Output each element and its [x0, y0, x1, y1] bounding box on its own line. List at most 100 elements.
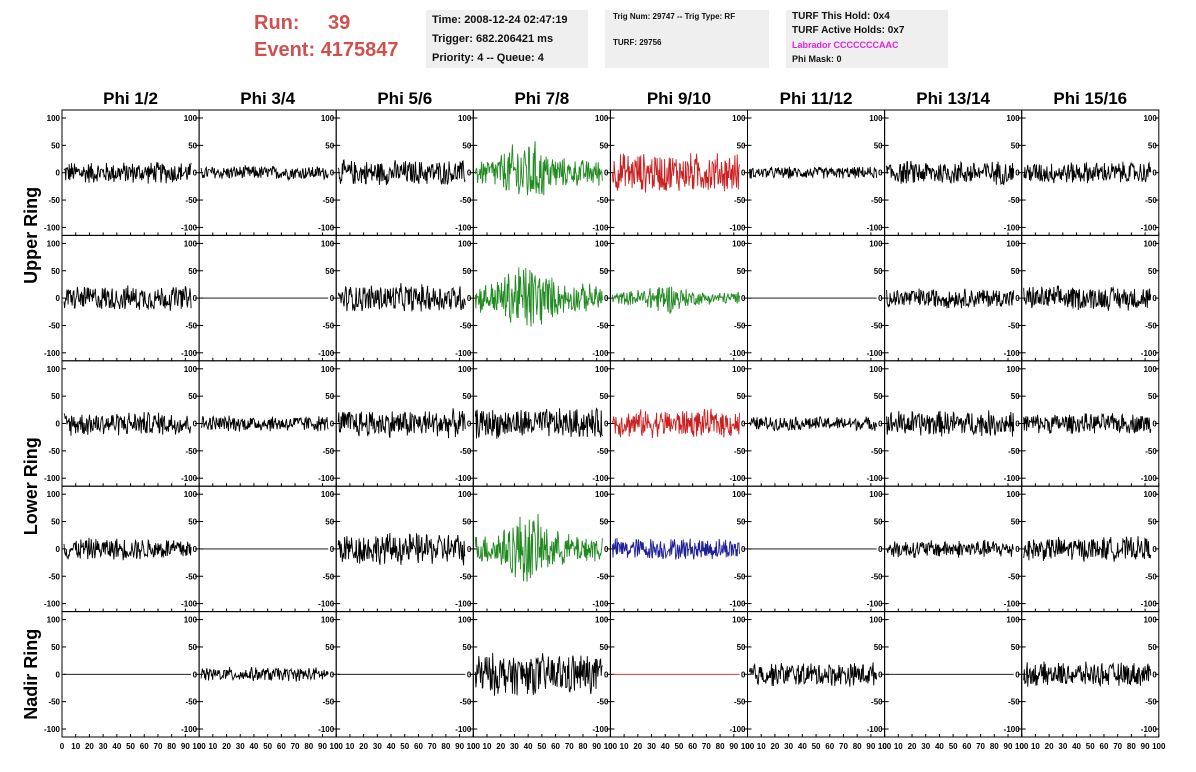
- y-tick-label: 50: [874, 518, 883, 527]
- x-tick-label: 40: [661, 742, 670, 751]
- x-tick-label: 20: [1045, 742, 1054, 751]
- y-tick-label: 50: [1011, 643, 1020, 652]
- time-text: Time: 2008-12-24 02:47:19: [432, 14, 568, 26]
- x-tick-label: 100: [1152, 742, 1166, 751]
- y-tick-label: -50: [460, 572, 472, 581]
- waveform-panel: 100 50 0 -50 -100: [747, 234, 886, 362]
- x-tick-label: 10: [345, 742, 354, 751]
- x-tick-label: 20: [908, 742, 917, 751]
- x-tick-label: 60: [414, 742, 423, 751]
- y-tick-label: 0: [467, 670, 472, 679]
- y-tick-label: -50: [1008, 447, 1020, 456]
- y-tick-label: 0: [467, 169, 472, 178]
- y-tick-label: -50: [734, 321, 746, 330]
- y-tick-label: -50: [597, 447, 609, 456]
- x-tick-label: 20: [770, 742, 779, 751]
- y-tick-label: -100: [318, 474, 335, 483]
- y-tick-label: -100: [1141, 474, 1158, 483]
- x-tick-label: 30: [921, 742, 930, 751]
- waveform-panel: 100 50 0 -50 -100: [747, 360, 886, 487]
- y-tick-label: -50: [734, 572, 746, 581]
- waveform-panel: 100 50 0 -50 -100: [609, 234, 749, 362]
- x-tick-label: 10: [894, 742, 903, 751]
- trig-num-text: Trig Num: 29747 -- Trig Type: RF: [613, 12, 736, 21]
- x-tick-label: 100: [192, 742, 206, 751]
- x-tick-label: 10: [483, 742, 492, 751]
- y-tick-label: 50: [1011, 518, 1020, 527]
- x-tick-label: 100: [467, 742, 481, 751]
- waveform-panel: 100 50 0 -50 -100: [1021, 109, 1160, 236]
- x-tick-label: 80: [441, 742, 450, 751]
- x-tick-label: 30: [1058, 742, 1067, 751]
- y-tick-label: 50: [51, 141, 60, 150]
- x-tick-label: 0: [471, 742, 476, 751]
- x-tick-label: 100: [604, 742, 618, 751]
- y-tick-label: 50: [462, 392, 471, 401]
- y-tick-label: -50: [48, 321, 60, 330]
- run-value: 39: [328, 12, 351, 34]
- y-tick-label: 0: [604, 294, 609, 303]
- y-tick-label: 50: [462, 267, 471, 276]
- y-tick-label: -100: [318, 223, 335, 232]
- y-tick-label: -100: [1004, 600, 1021, 609]
- y-tick-label: 100: [1143, 365, 1157, 374]
- y-tick-label: 100: [1006, 239, 1020, 248]
- y-tick-label: 100: [869, 114, 883, 123]
- y-tick-label: -50: [871, 698, 883, 707]
- x-tick-label: 80: [716, 742, 725, 751]
- y-tick-label: -100: [1141, 600, 1158, 609]
- column-header: Phi 13/14: [916, 89, 990, 108]
- y-tick-label: 100: [184, 365, 198, 374]
- y-tick-label: -50: [48, 698, 60, 707]
- x-tick-label: 80: [304, 742, 313, 751]
- run-label: Run:: [254, 12, 300, 34]
- y-tick-label: -50: [323, 321, 335, 330]
- x-tick-label: 50: [812, 742, 821, 751]
- y-tick-label: -50: [871, 321, 883, 330]
- y-tick-label: 0: [1015, 670, 1020, 679]
- waveform-series: [474, 407, 603, 439]
- y-tick-label: 0: [878, 294, 883, 303]
- x-tick-label: 10: [620, 742, 629, 751]
- y-tick-label: 100: [184, 239, 198, 248]
- x-tick-label: 40: [1072, 742, 1081, 751]
- x-tick-label: 20: [85, 742, 94, 751]
- y-tick-label: 0: [1152, 294, 1157, 303]
- x-tick-label: 30: [236, 742, 245, 751]
- y-tick-label: 100: [184, 490, 198, 499]
- x-tick-label: 40: [387, 742, 396, 751]
- waveform-panel: 100 50 0 -50 -100: [609, 485, 749, 613]
- y-tick-label: 100: [869, 239, 883, 248]
- y-tick-label: 0: [741, 169, 746, 178]
- time-info-box: Time: 2008-12-24 02:47:19 Trigger: 682.2…: [426, 10, 588, 68]
- x-tick-label: 80: [990, 742, 999, 751]
- y-tick-label: 100: [321, 490, 335, 499]
- y-tick-label: -100: [44, 600, 61, 609]
- waveform-series: [886, 539, 1015, 559]
- y-tick-label: 0: [193, 294, 198, 303]
- x-tick-label: 90: [318, 742, 327, 751]
- y-tick-label: 100: [732, 616, 746, 625]
- waveform-series: [474, 513, 603, 582]
- waveform-panel: 100 50 0 -50 -100: [472, 109, 611, 236]
- y-tick-label: -100: [1004, 223, 1021, 232]
- y-tick-label: 50: [325, 267, 334, 276]
- x-tick-label: 10: [208, 742, 217, 751]
- y-tick-label: -50: [597, 196, 609, 205]
- y-tick-label: 0: [604, 169, 609, 178]
- y-tick-label: 50: [462, 518, 471, 527]
- x-tick-label: 50: [400, 742, 409, 751]
- y-tick-label: -50: [1008, 572, 1020, 581]
- y-tick-label: 50: [599, 518, 608, 527]
- y-tick-label: -100: [592, 349, 609, 358]
- waveform-panel: 100 50 0 -50 -100: [884, 485, 1023, 613]
- y-tick-label: 0: [56, 294, 61, 303]
- y-tick-label: -100: [1141, 725, 1158, 734]
- y-tick-label: -50: [48, 196, 60, 205]
- y-tick-label: -50: [186, 698, 198, 707]
- y-tick-label: -50: [597, 572, 609, 581]
- y-tick-label: -50: [871, 196, 883, 205]
- turf-info-box: TURF This Hold: 0x4 TURF Active Holds: 0…: [786, 10, 948, 68]
- waveform-panel: 100 100 50 50 0 0 -50 -50 -100 -100 0 10 20 30 40 50 60 7…: [44, 611, 206, 751]
